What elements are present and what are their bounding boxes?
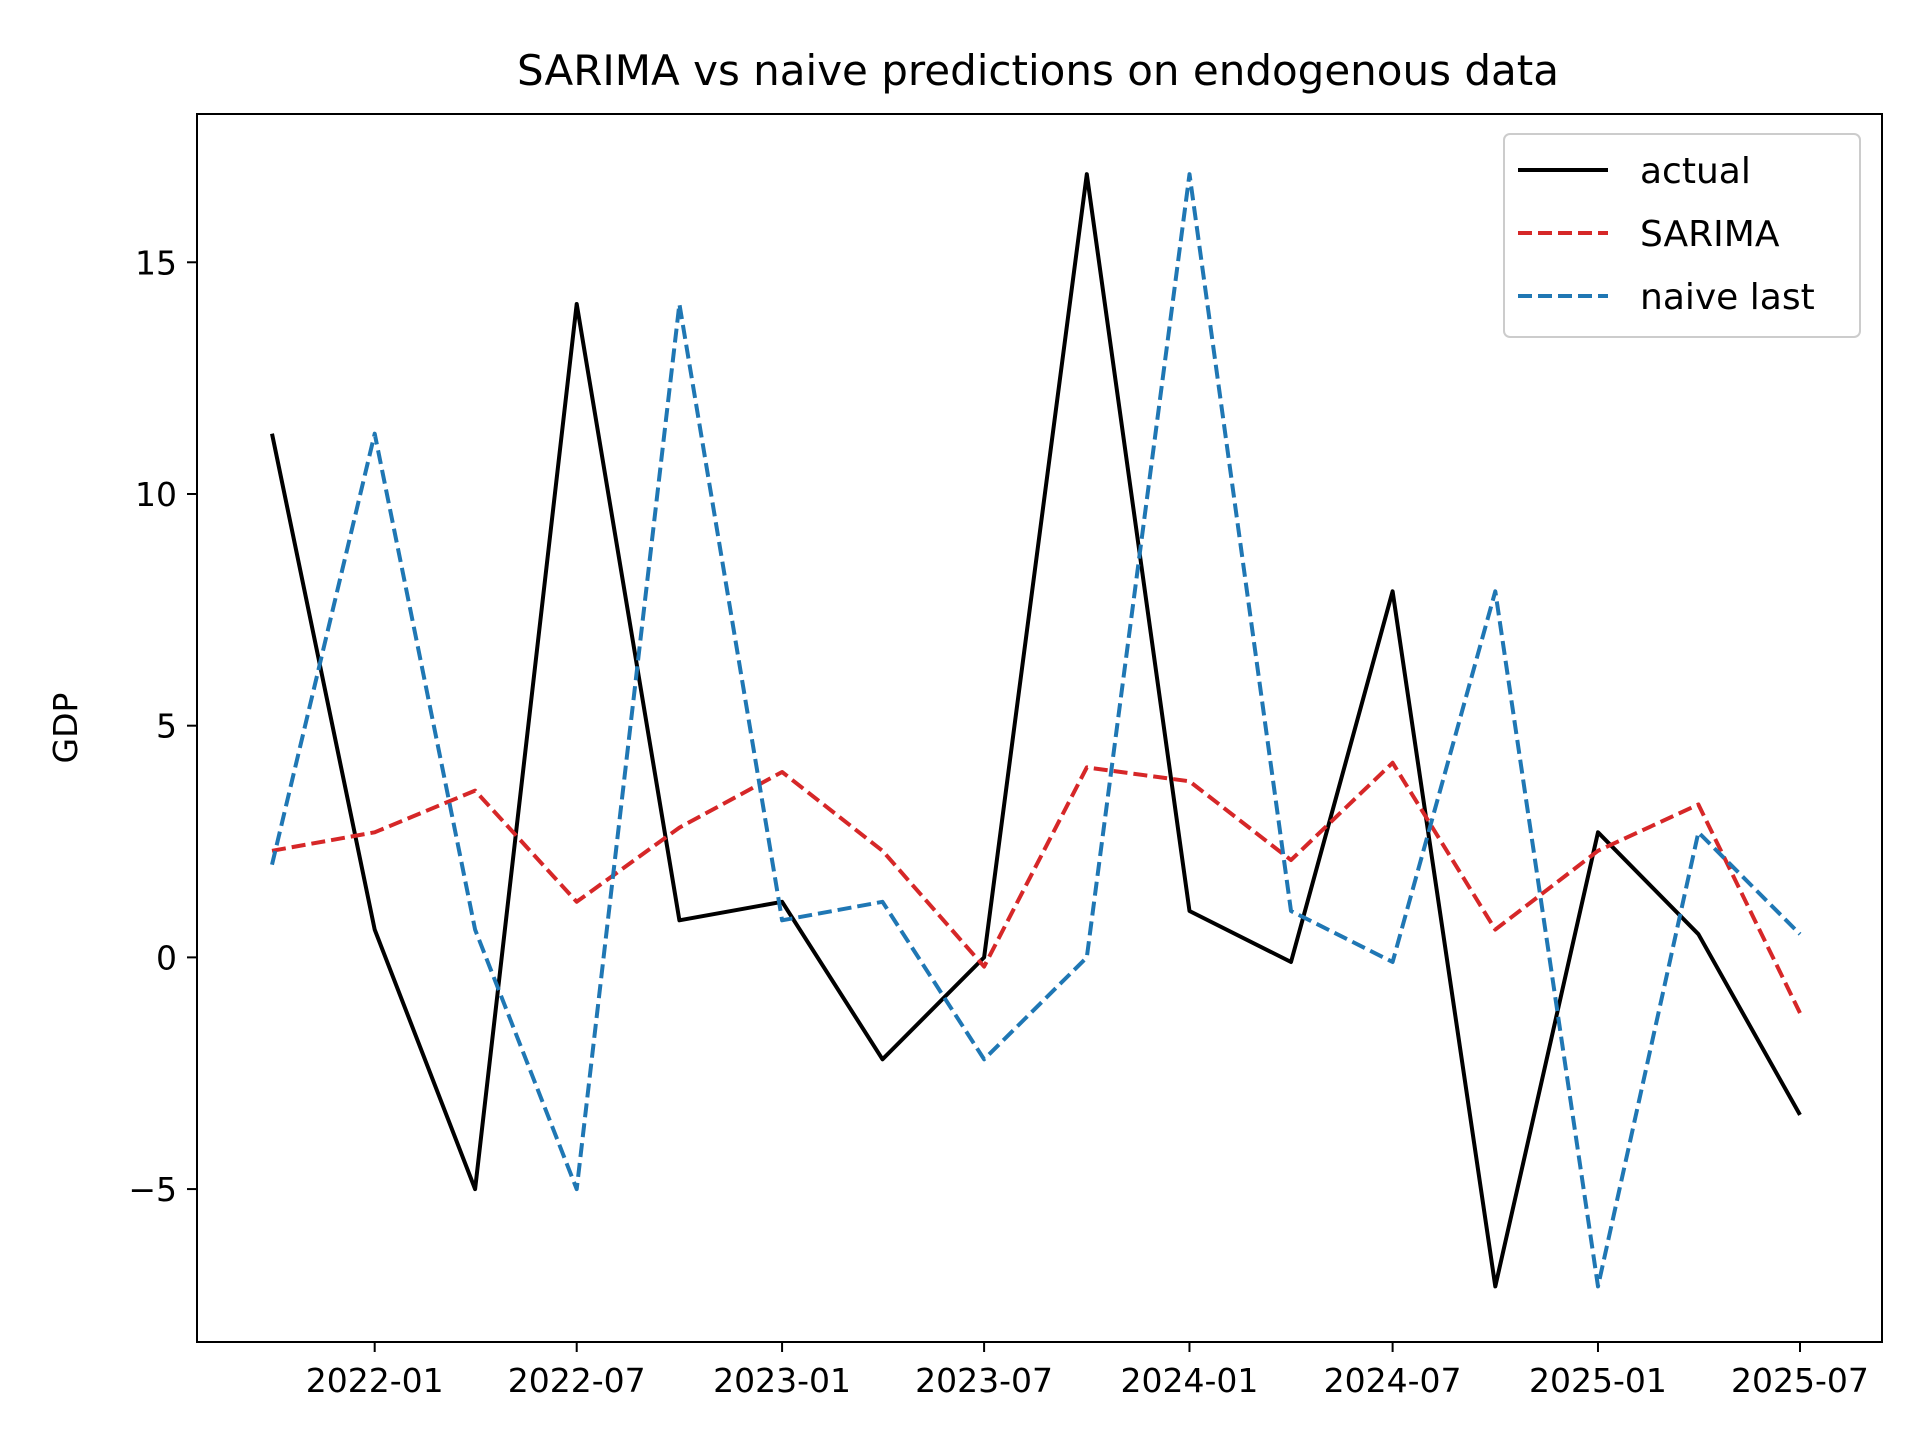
legend-label-naive-last: naive last [1640, 277, 1815, 318]
x-tick-label: 2022-01 [306, 1361, 444, 1400]
y-tick-label: −5 [128, 1170, 177, 1209]
y-tick-label: 15 [135, 243, 177, 282]
plot-frame [196, 113, 1883, 1343]
chart-title: SARIMA vs naive predictions on endogenou… [517, 46, 1559, 95]
legend: actual SARIMA naive last [1503, 133, 1861, 338]
series-line-sarima [271, 760, 1802, 1014]
legend-label-sarima: SARIMA [1640, 214, 1780, 255]
x-tick-label: 2023-07 [915, 1361, 1053, 1400]
x-tick-label: 2025-01 [1529, 1361, 1667, 1400]
legend-label-actual: actual [1640, 151, 1751, 192]
x-tick-label: 2024-01 [1121, 1361, 1259, 1400]
y-tick-label: 5 [156, 707, 177, 746]
y-axis: −5 0 5 10 15 [128, 243, 197, 1209]
y-tick-label: 10 [135, 475, 177, 514]
plot-lines [270, 172, 1802, 1289]
x-tick-label: 2022-07 [508, 1361, 646, 1400]
x-tick-label: 2025-07 [1731, 1361, 1869, 1400]
y-axis-label: GDP [46, 693, 85, 764]
legend-frame [1503, 133, 1861, 338]
y-tick-label: 0 [156, 938, 177, 977]
x-tick-label: 2023-01 [713, 1361, 851, 1400]
x-tick-label: 2024-07 [1324, 1361, 1462, 1400]
x-axis: 2022-01 2022-07 2023-01 2023-07 2024-01 2024-… [306, 1342, 1869, 1400]
series-line-actual [270, 172, 1802, 1289]
series-line-naive-last [270, 172, 1802, 1289]
